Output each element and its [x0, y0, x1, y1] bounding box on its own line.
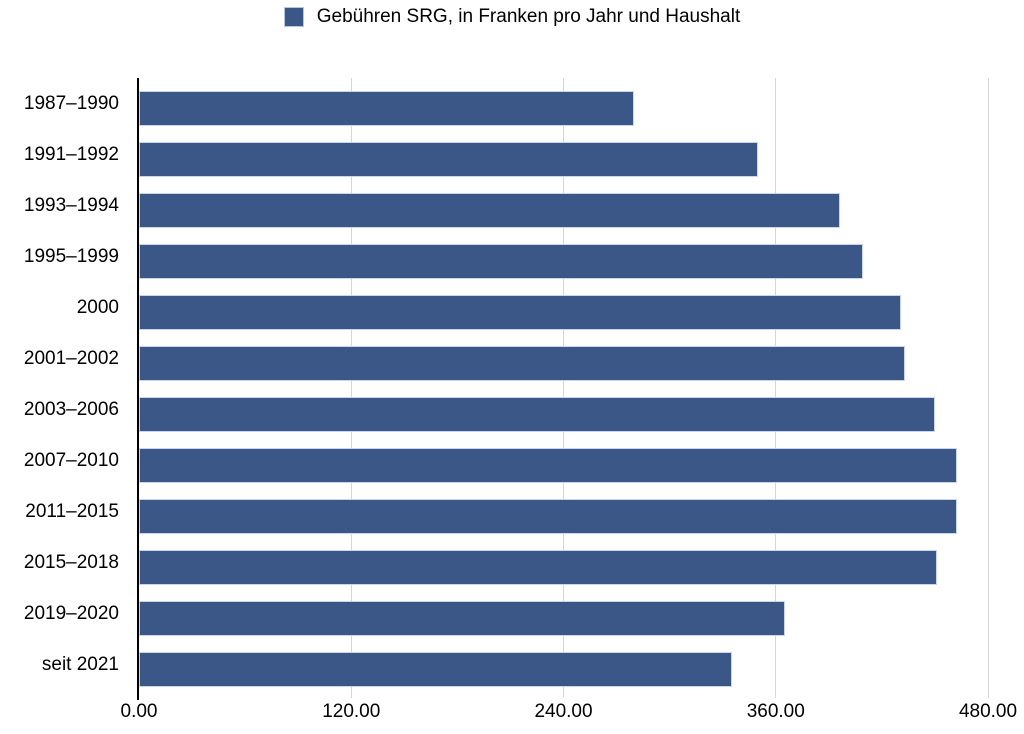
category-label: 2000 [76, 297, 119, 318]
category-label: 2019–2020 [23, 603, 119, 624]
x-tick-label: 480.00 [958, 701, 1018, 722]
gridline [350, 78, 352, 698]
chart-legend: Gebühren SRG, in Franken pro Jahr und Ha… [0, 6, 1024, 28]
category-label: 1993–1994 [23, 195, 119, 216]
bar [139, 499, 957, 534]
legend-swatch-icon [283, 7, 304, 27]
category-label: 1991–1992 [23, 144, 119, 165]
bar [139, 346, 906, 381]
bar [139, 601, 785, 636]
category-label: 1987–1990 [23, 93, 119, 114]
bar [139, 448, 957, 483]
bar [139, 91, 634, 126]
category-label: seit 2021 [41, 654, 119, 675]
category-label: 2011–2015 [25, 501, 119, 522]
plot-area [137, 78, 989, 700]
bar [139, 193, 841, 228]
bar [139, 397, 935, 432]
x-tick-label: 0.00 [120, 701, 158, 722]
category-label: 1995–1999 [23, 246, 119, 267]
category-label: 2003–2006 [23, 399, 119, 420]
x-tick-label: 120.00 [322, 701, 381, 722]
x-axis: 0.00 120.00 240.00 360.00 480.00 [121, 701, 1018, 727]
category-label: 2015–2018 [23, 552, 119, 573]
y-axis-line [137, 78, 139, 700]
bar [139, 244, 863, 279]
bar [139, 652, 732, 687]
gridline [563, 78, 564, 698]
bar [139, 142, 758, 177]
gridline [775, 78, 777, 698]
x-tick-label: 240.00 [534, 701, 593, 722]
legend-label: Gebühren SRG, in Franken pro Jahr und Ha… [316, 6, 741, 27]
category-label: 2001–2002 [23, 348, 119, 369]
bar [139, 295, 901, 330]
bar [139, 550, 937, 585]
gridline [987, 78, 989, 698]
category-label: 2007–2010 [23, 450, 119, 471]
x-tick-label: 360.00 [746, 701, 805, 722]
category-axis: 1987–1990 1991–1992 1993–1994 1995–1999 2000… [0, 78, 119, 690]
